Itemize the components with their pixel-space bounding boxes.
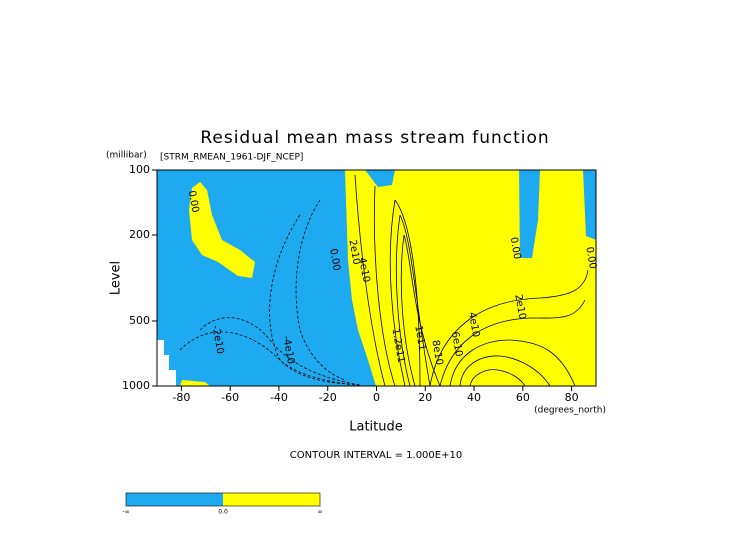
contour-label: 2e10 xyxy=(512,294,527,321)
colorbar-label: 0.0 xyxy=(218,509,228,516)
contour-label: 0.00 xyxy=(327,248,342,272)
colorbar-label: -∞ xyxy=(122,509,129,516)
colorbar-frame xyxy=(125,492,321,507)
y-tick-label: 1000 xyxy=(122,379,150,392)
x-unit: (degrees_north) xyxy=(534,406,606,416)
colorbar-positive xyxy=(223,493,320,506)
x-tick-label: -20 xyxy=(319,391,337,404)
contour-label: 0.00 xyxy=(583,246,598,270)
contour-label: 0.00 xyxy=(186,190,201,214)
chart-title: Residual mean mass stream function xyxy=(200,128,549,148)
colorbar-label: ∞ xyxy=(318,509,323,516)
missing-data xyxy=(157,340,176,386)
y-axis-label: Level xyxy=(109,261,124,295)
contour-label: -2e10 xyxy=(210,325,226,355)
x-tick-label: 40 xyxy=(467,391,481,404)
negative-region xyxy=(519,170,540,258)
negative-region xyxy=(583,170,596,240)
contour-note: CONTOUR INTERVAL = 1.000E+10 xyxy=(290,450,462,461)
x-axis-label: Latitude xyxy=(349,420,403,435)
x-tick-label: 0 xyxy=(373,391,380,404)
contour-lines xyxy=(179,174,589,387)
x-tick-label: 60 xyxy=(516,391,530,404)
contour-label: 2e10 xyxy=(346,239,361,266)
contour-label: 1e11 xyxy=(412,325,427,352)
subtitle: [STRM_RMEAN_1961-DJF_NCEP] xyxy=(160,153,303,163)
contour-label: 0.00 xyxy=(508,236,523,260)
plot-area xyxy=(156,169,597,387)
x-tick-label: -40 xyxy=(270,391,288,404)
x-tick-label: -80 xyxy=(172,391,190,404)
y-tick-label: 200 xyxy=(129,228,150,241)
contour-label: 8e10 xyxy=(429,339,444,366)
contour-label: 6e10 xyxy=(449,331,464,358)
colorbar-negative xyxy=(126,493,223,506)
y-tick-label: 100 xyxy=(129,163,150,176)
y-tick-label: 500 xyxy=(129,314,150,327)
contour-label: 4e10 xyxy=(466,311,481,338)
negative-region xyxy=(365,170,395,187)
positive-region xyxy=(189,182,255,278)
y-unit: (millibar) xyxy=(106,151,147,161)
contour-label: -4e10 xyxy=(280,335,296,365)
x-tick-label: 80 xyxy=(565,391,579,404)
x-tick-label: 20 xyxy=(418,391,432,404)
positive-region xyxy=(180,380,210,386)
contour-label: 4e10 xyxy=(356,257,371,284)
x-tick-label: -60 xyxy=(221,391,239,404)
